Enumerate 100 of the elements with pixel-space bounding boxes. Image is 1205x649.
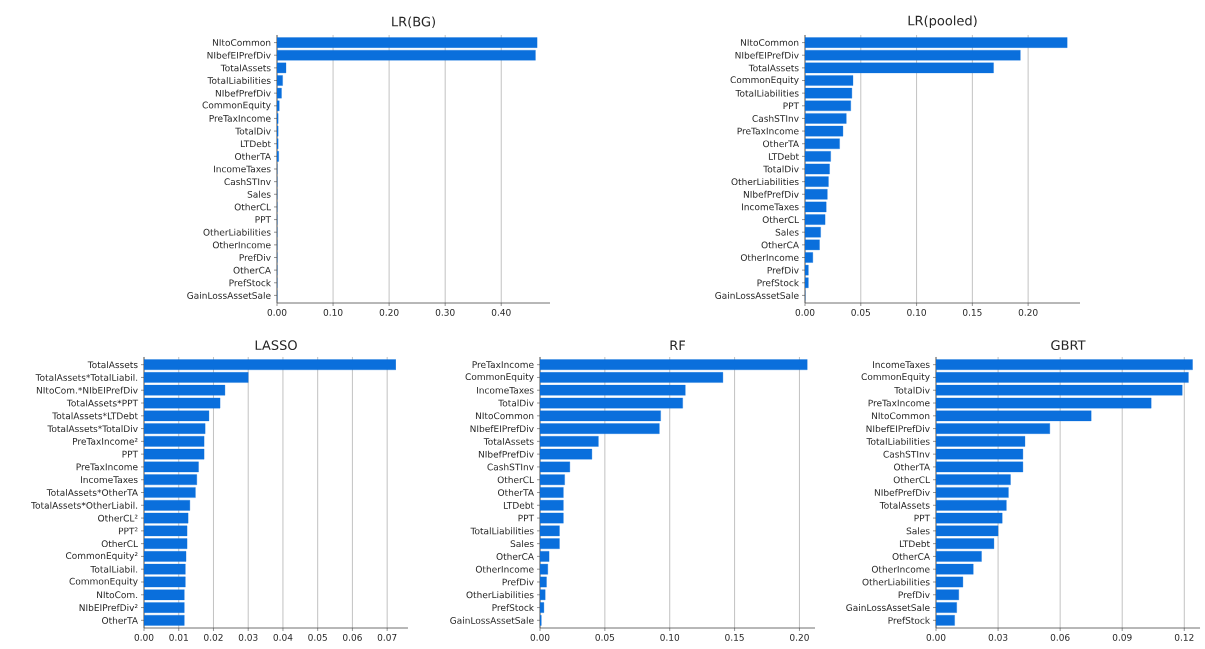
y-tick-label: CashSTInv (224, 178, 271, 186)
y-tick-label: TotalAssets*OtherLiabil. (31, 501, 138, 509)
x-tick-label: 0.40 (491, 308, 511, 316)
y-tick-label: TotalDiv (235, 127, 271, 135)
y-tick-label: OtherIncome (212, 241, 271, 249)
x-tick-label: 0.00 (267, 308, 287, 316)
y-tick-label: GainLossAssetSale (846, 604, 930, 612)
y-tick-label: NIbefEIPrefDiv (866, 425, 930, 433)
x-tick-label: 0.04 (273, 633, 293, 641)
x-tick-label: 0.12 (1174, 633, 1194, 641)
y-tick-label: PreTaxIncome (209, 115, 271, 122)
x-tick-label: 0.05 (851, 308, 871, 316)
y-tick-label: IncomeTaxes (214, 165, 271, 173)
y-tick-label: PPT (122, 450, 139, 458)
y-tick-label: OtherCL² (98, 514, 138, 522)
y-tick-label: OtherTA (498, 489, 534, 496)
y-tick-label: OtherCA (496, 552, 534, 560)
y-tick-label: PreTaxIncome (472, 361, 534, 369)
y-tick-label: PreTaxIncome (868, 399, 930, 407)
y-tick-label: OtherLiabilities (466, 591, 534, 599)
x-tick-label: 0.10 (323, 308, 343, 316)
y-tick-label: PPT (518, 514, 535, 522)
y-tick-label: PrefDiv (239, 254, 271, 261)
y-tick-label: TotalDiv (498, 399, 534, 407)
y-tick-label: OtherLiabilities (203, 228, 271, 236)
y-tick-label: TotalLiabilities (866, 437, 930, 445)
y-tick-label: IncomeTaxes (477, 386, 534, 394)
y-tick-label: NIbefPrefDiv (743, 190, 799, 198)
y-tick-label: TotalAssets*TotalLiabil. (35, 373, 138, 381)
y-tick-label: NIbefEIPrefDiv (207, 51, 271, 59)
chart-title: LASSO (255, 340, 297, 351)
y-tick-label: PPT (255, 216, 272, 223)
y-tick-label: PrefDiv (502, 578, 534, 586)
y-tick-label: OtherCL (101, 540, 138, 548)
x-tick-label: 0.00 (134, 633, 154, 641)
y-tick-label: PPT (783, 102, 800, 110)
bar (805, 37, 1068, 48)
y-tick-label: NItoCommon (212, 39, 271, 46)
bar (936, 487, 1009, 498)
y-tick-label: TotalAssets*OtherTA (46, 489, 138, 496)
y-tick-label: CommonEquity (202, 101, 271, 111)
y-tick-label: OtherIncome (475, 565, 534, 573)
y-tick-label: OtherIncome (871, 565, 930, 573)
y-tick-label: NItoCommon (740, 39, 799, 46)
x-tick-label: 0.06 (342, 633, 362, 641)
y-tick-label: NItoCom. (97, 591, 138, 599)
y-tick-label: TotalAssets (748, 64, 799, 72)
y-tick-label: Sales (906, 527, 930, 535)
y-tick-label: PreTaxIncome (737, 127, 799, 135)
y-tick-label: PrefStock (888, 616, 931, 624)
y-tick-label: GainLossAssetSale (187, 291, 271, 299)
x-tick-label: 0.20 (379, 308, 399, 316)
y-tick-label: CommonEquity (861, 373, 930, 382)
y-tick-label: PrefStock (757, 279, 800, 287)
bar (277, 37, 538, 48)
bar (540, 487, 564, 498)
y-tick-label: OtherCL (497, 476, 534, 484)
x-tick-label: 0.01 (169, 633, 188, 641)
y-tick-label: Sales (775, 228, 799, 236)
x-tick-label: 0.15 (962, 308, 982, 316)
y-tick-label: PrefStock (229, 279, 272, 287)
y-tick-label: TotalLiabilities (470, 527, 534, 535)
y-tick-label: TotalDiv (894, 386, 930, 394)
y-tick-label: CommonEquity² (65, 552, 138, 561)
y-tick-label: OtherCL (893, 476, 930, 484)
y-tick-label: TotalLiabilities (735, 89, 799, 97)
y-tick-label: TotalLiabilities (207, 77, 271, 84)
x-tick-label: 0.07 (377, 633, 397, 641)
y-tick-label: LTDebt (899, 540, 930, 548)
y-tick-label: OtherCL (234, 203, 271, 211)
y-tick-label: OtherIncome (740, 254, 799, 261)
x-tick-label: 0.10 (660, 633, 680, 641)
y-tick-label: TotalDiv (763, 165, 799, 173)
y-tick-label: TotalAssets (879, 501, 930, 509)
y-tick-label: NItoCommon (871, 412, 930, 420)
y-tick-label: TotalAssets*TotalDiv (47, 425, 138, 433)
y-tick-label: TotalAssets (87, 361, 138, 369)
y-tick-label: CashSTInv (487, 463, 534, 471)
x-tick-label: 0.05 (308, 633, 327, 641)
y-tick-label: NIbefPrefDiv (874, 489, 930, 496)
x-tick-label: 0.20 (1018, 308, 1038, 316)
y-tick-label: OtherTA (102, 616, 138, 624)
y-tick-label: OtherLiabilities (731, 178, 799, 186)
y-tick-label: NIbefPrefDiv (478, 450, 534, 458)
y-tick-label: OtherCL (762, 216, 799, 224)
x-tick-label: 0.00 (926, 633, 946, 641)
chart-title: RF (670, 340, 686, 351)
x-tick-label: 0.06 (1050, 633, 1070, 641)
x-tick-label: 0.00 (530, 633, 550, 641)
y-tick-label: CashSTInv (752, 114, 799, 122)
y-tick-label: PrefDiv (898, 591, 930, 599)
y-tick-label: PPT (914, 514, 931, 522)
y-tick-label: OtherCA (761, 241, 799, 249)
y-tick-label: NItoCommon (475, 412, 534, 420)
bar (936, 615, 955, 626)
y-tick-label: GainLossAssetSale (450, 616, 534, 624)
y-tick-label: PrefStock (492, 604, 535, 612)
y-tick-label: PreTaxIncome (76, 463, 138, 471)
y-tick-label: OtherCA (233, 266, 271, 274)
bar (936, 359, 1193, 370)
